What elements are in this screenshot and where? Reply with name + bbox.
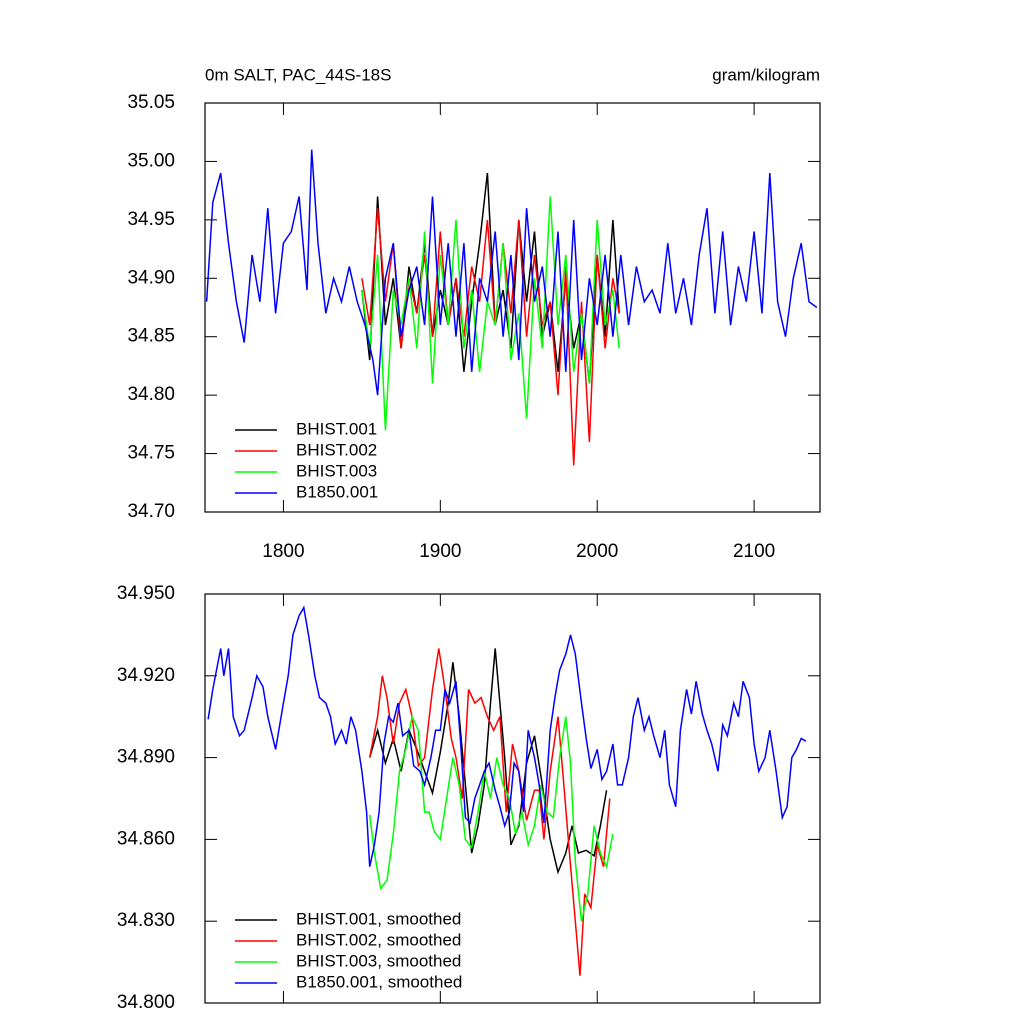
- legend-label: BHIST.001, smoothed: [296, 909, 461, 928]
- y-tick-label: 35.00: [127, 150, 175, 171]
- legend-label: B1850.001, smoothed: [296, 972, 462, 991]
- x-tick-label: 2100: [733, 541, 775, 562]
- y-tick-label: 34.90: [127, 267, 175, 288]
- legend-label: B1850.001: [296, 482, 378, 501]
- x-tick-label: 1900: [419, 541, 461, 562]
- y-tick-label: 34.75: [127, 443, 175, 464]
- series-line: [368, 714, 614, 922]
- y-tick-label: 34.85: [127, 326, 175, 347]
- y-tick-label: 35.05: [127, 92, 175, 113]
- y-tick-label: 34.890: [117, 747, 175, 768]
- chart-title: 0m SALT, PAC_44S-18S: [205, 65, 391, 84]
- series-line: [207, 605, 807, 867]
- y-tick-label: 34.95: [127, 209, 175, 230]
- plot-frame: [204, 593, 821, 1004]
- y-tick-label: 34.950: [117, 583, 175, 604]
- legend-label: BHIST.003, smoothed: [296, 951, 461, 970]
- series-line: [361, 196, 620, 431]
- x-tick-label: 2000: [576, 541, 618, 562]
- legend-label: BHIST.003: [296, 461, 377, 480]
- series-line: [368, 648, 611, 976]
- legend-label: BHIST.002: [296, 440, 377, 459]
- legend-label: BHIST.001: [296, 419, 377, 438]
- x-tick-label: 1800: [262, 541, 304, 562]
- units-label: gram/kilogram: [712, 65, 820, 84]
- legend-label: BHIST.002, smoothed: [296, 930, 461, 949]
- y-tick-label: 34.830: [117, 910, 175, 931]
- series-line: [205, 149, 818, 396]
- plot-frame: [204, 102, 821, 513]
- y-tick-label: 34.70: [127, 501, 175, 522]
- y-tick-label: 34.860: [117, 828, 175, 849]
- series-line: [368, 648, 608, 875]
- y-tick-label: 34.80: [127, 384, 175, 405]
- y-tick-label: 34.920: [117, 665, 175, 686]
- y-tick-label: 34.800: [117, 992, 175, 1013]
